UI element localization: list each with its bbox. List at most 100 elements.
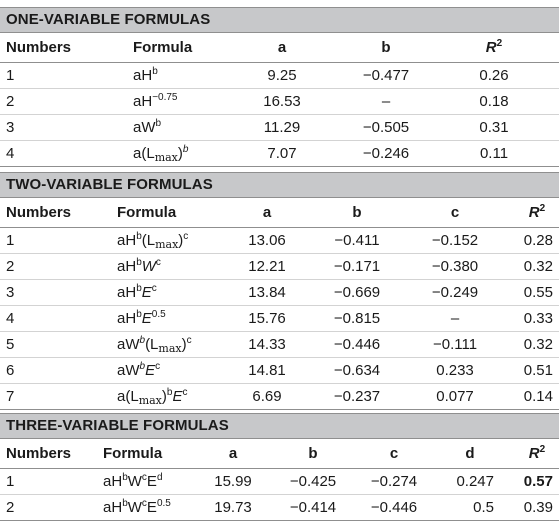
value-c: 0.233 <box>436 362 474 379</box>
table-row: 4 a(Lmax)b 7.07 −0.246 0.11 <box>0 141 559 167</box>
section-title: ONE-VARIABLE FORMULAS <box>6 11 211 28</box>
header-r2: R2 <box>528 203 546 221</box>
table-row: 1 aHb 9.25 −0.477 0.26 <box>0 63 559 89</box>
header-b: b <box>308 445 318 462</box>
row-number: 5 <box>6 336 15 353</box>
table-row: 7 a(Lmax)bEc 6.69 −0.237 0.077 0.14 <box>0 384 559 410</box>
header-c: c <box>389 445 399 462</box>
header-formula: Formula <box>117 204 177 221</box>
value-r2: 0.51 <box>523 362 553 379</box>
table-row: 2 aHbWcE0.5 19.73 −0.414 −0.446 0.5 0.39 <box>0 495 559 521</box>
header-b: b <box>352 204 362 221</box>
value-a: 12.21 <box>248 258 286 275</box>
value-b: −0.477 <box>362 67 410 84</box>
value-a: 9.25 <box>267 67 297 84</box>
value-a: 6.69 <box>252 388 282 405</box>
value-c: −0.446 <box>370 499 418 516</box>
header-formula: Formula <box>133 39 193 56</box>
value-a: 13.06 <box>248 232 286 249</box>
value-c: −0.380 <box>431 258 479 275</box>
table-row: 4 aHbE0.5 15.76 −0.815 – 0.33 <box>0 306 559 332</box>
value-c: −0.274 <box>370 473 418 490</box>
row-number: 1 <box>6 473 15 490</box>
value-r2: 0.11 <box>479 145 509 162</box>
value-r2: 0.57 <box>523 473 553 490</box>
header-formula: Formula <box>103 445 163 462</box>
row-formula: aHb <box>133 66 158 84</box>
header-a: a <box>262 204 272 221</box>
row-formula: aHbEc <box>117 283 157 301</box>
row-formula: aWb <box>133 118 162 136</box>
row-formula: aHbE0.5 <box>117 309 166 327</box>
value-c: −0.249 <box>431 284 479 301</box>
value-r2: 0.31 <box>479 119 509 136</box>
value-b: −0.246 <box>362 145 410 162</box>
section-title: THREE-VARIABLE FORMULAS <box>6 417 229 434</box>
row-number: 1 <box>6 232 15 249</box>
table-row: 1 aHbWcEd 15.99 −0.425 −0.274 0.247 0.57 <box>0 469 559 495</box>
header-a: a <box>228 445 238 462</box>
header-numbers: Numbers <box>6 39 72 56</box>
row-number: 4 <box>6 145 15 162</box>
value-c: −0.111 <box>432 336 478 353</box>
value-b: −0.669 <box>333 284 381 301</box>
value-a: 16.53 <box>263 93 301 110</box>
column-headers-two: Numbers Formula a b c R2 <box>0 198 559 228</box>
row-formula: aWb(Lmax)c <box>117 335 192 355</box>
header-b: b <box>381 39 391 56</box>
table-row: 2 aH−0.75 16.53 – 0.18 <box>0 89 559 115</box>
value-a: 15.99 <box>214 473 252 490</box>
column-headers-one: Numbers Formula a b R2 <box>0 33 559 63</box>
row-number: 3 <box>6 284 15 301</box>
value-r2: 0.39 <box>523 499 553 516</box>
value-r2: 0.32 <box>523 258 553 275</box>
header-c: c <box>450 204 460 221</box>
header-r2: R2 <box>485 38 503 56</box>
table-row: 6 aWbEc 14.81 −0.634 0.233 0.51 <box>0 358 559 384</box>
value-a: 14.81 <box>248 362 286 379</box>
section-header-three-variable: THREE-VARIABLE FORMULAS <box>0 413 559 439</box>
header-numbers: Numbers <box>6 445 72 462</box>
value-a: 7.07 <box>267 145 297 162</box>
row-formula: aHb(Lmax)c <box>117 231 189 251</box>
row-formula: aH−0.75 <box>133 92 178 110</box>
row-number: 2 <box>6 258 15 275</box>
header-r2: R2 <box>528 444 546 462</box>
value-a: 13.84 <box>248 284 286 301</box>
header-d: d <box>465 445 475 462</box>
row-formula: a(Lmax)b <box>133 144 189 164</box>
row-formula: aWbEc <box>117 361 161 379</box>
value-r2: 0.55 <box>523 284 553 301</box>
header-numbers: Numbers <box>6 204 72 221</box>
value-b: −0.446 <box>333 336 381 353</box>
value-a: 11.29 <box>263 119 301 136</box>
row-formula: a(Lmax)bEc <box>117 387 188 407</box>
value-b: −0.414 <box>289 499 337 516</box>
row-number: 4 <box>6 310 15 327</box>
header-a: a <box>277 39 287 56</box>
value-c: – <box>450 310 460 327</box>
table-row: 2 aHbWc 12.21 −0.171 −0.380 0.32 <box>0 254 559 280</box>
value-r2: 0.26 <box>479 67 509 84</box>
value-a: 15.76 <box>248 310 286 327</box>
value-b: −0.505 <box>362 119 410 136</box>
value-a: 14.33 <box>248 336 286 353</box>
table-row: 5 aWb(Lmax)c 14.33 −0.446 −0.111 0.32 <box>0 332 559 358</box>
row-formula: aHbWcEd <box>103 472 163 490</box>
value-b: −0.634 <box>333 362 381 379</box>
row-number: 2 <box>6 93 15 110</box>
value-d: 0.5 <box>473 499 494 516</box>
value-c: 0.077 <box>436 388 474 405</box>
row-number: 1 <box>6 67 15 84</box>
row-number: 2 <box>6 499 15 516</box>
section-header-one-variable: ONE-VARIABLE FORMULAS <box>0 7 559 33</box>
value-r2: 0.28 <box>523 232 553 249</box>
value-r2: 0.14 <box>523 388 553 405</box>
value-d: 0.247 <box>456 473 494 490</box>
row-number: 6 <box>6 362 15 379</box>
value-b: −0.815 <box>333 310 381 327</box>
value-b: −0.237 <box>333 388 381 405</box>
row-formula: aHbWcE0.5 <box>103 498 171 516</box>
section-title: TWO-VARIABLE FORMULAS <box>6 176 213 193</box>
